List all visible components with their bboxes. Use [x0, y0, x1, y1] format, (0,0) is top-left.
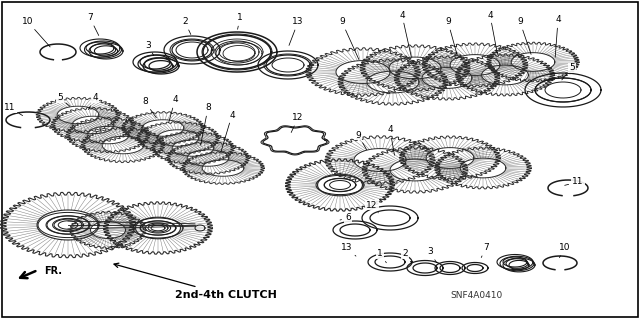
Text: 9: 9: [445, 18, 457, 55]
Text: 5: 5: [57, 93, 70, 106]
Text: 4: 4: [169, 95, 178, 122]
Text: 4: 4: [88, 93, 98, 110]
Text: 10: 10: [559, 243, 571, 258]
Text: 11: 11: [564, 177, 584, 187]
Text: 7: 7: [87, 13, 99, 35]
Text: 2: 2: [402, 249, 412, 263]
Text: 11: 11: [4, 103, 22, 115]
Text: 9: 9: [517, 18, 531, 54]
Text: 9: 9: [355, 130, 367, 150]
Text: 9: 9: [339, 18, 359, 59]
Text: 13: 13: [341, 243, 356, 256]
Text: 12: 12: [291, 114, 304, 132]
Text: 7: 7: [481, 243, 489, 257]
Text: FR.: FR.: [44, 266, 62, 276]
Text: 2nd-4th CLUTCH: 2nd-4th CLUTCH: [114, 263, 277, 300]
Text: 5: 5: [562, 63, 575, 80]
Text: 8: 8: [142, 98, 156, 118]
Text: 13: 13: [289, 18, 304, 45]
Text: 4: 4: [221, 110, 235, 152]
Text: 12: 12: [366, 201, 378, 213]
Text: 4: 4: [555, 16, 561, 57]
Text: 2: 2: [182, 18, 191, 34]
Text: 4: 4: [487, 11, 497, 54]
Text: 1: 1: [237, 13, 243, 29]
Text: 4: 4: [387, 125, 394, 155]
Text: 1: 1: [377, 249, 387, 263]
Text: 10: 10: [22, 18, 50, 47]
Text: SNF4A0410: SNF4A0410: [450, 291, 502, 300]
Text: 8: 8: [200, 103, 211, 145]
Text: 4: 4: [399, 11, 412, 57]
Text: 3: 3: [145, 41, 154, 56]
Text: 6: 6: [340, 213, 351, 222]
Text: 3: 3: [427, 248, 436, 263]
